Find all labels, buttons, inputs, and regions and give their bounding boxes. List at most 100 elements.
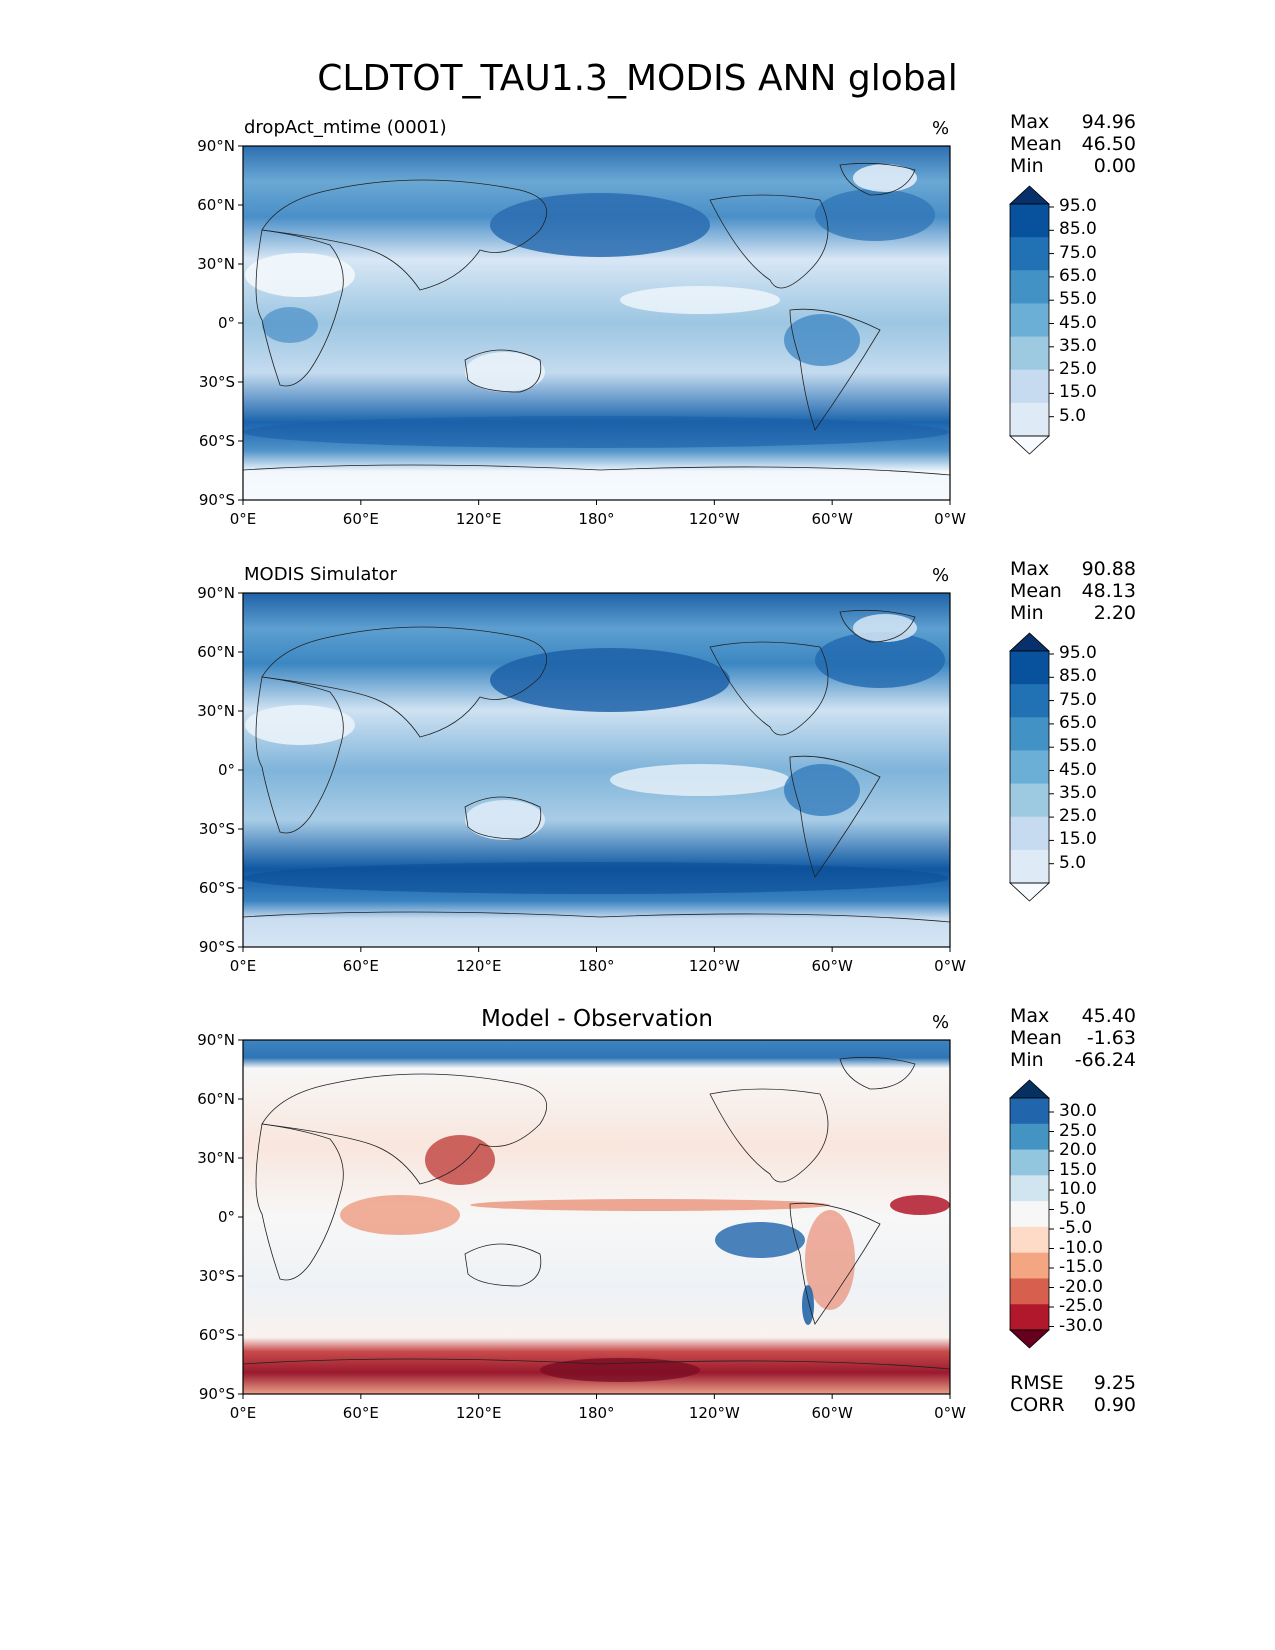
colorbar-extend-max — [1008, 185, 1051, 205]
panel-2-units: % — [932, 565, 950, 586]
lon-tick-label: 0°W — [934, 1404, 966, 1422]
lat-tick-label: 90°S — [198, 938, 235, 956]
colorbar-tick-label: 95.0 — [1059, 196, 1097, 216]
lon-tick-label: 120°W — [688, 1404, 740, 1422]
lat-tick-label: 90°N — [197, 1031, 235, 1049]
panel-2-stats: Max 90.88 Mean 48.13 Min 2.20 — [1010, 558, 1136, 624]
colorbar-tick-label: 10.0 — [1059, 1179, 1097, 1199]
colorbar-segment — [1010, 684, 1049, 718]
panel-3-title: Model - Observation — [480, 1006, 714, 1032]
colorbar-tick-label: 15.0 — [1059, 829, 1097, 850]
panel-3-antarctic-deficit — [540, 1358, 700, 1382]
colorbar-tick-label: 65.0 — [1059, 265, 1097, 286]
lon-tick-label: 120°E — [455, 957, 502, 975]
colorbar-tick-label: -25.0 — [1059, 1296, 1103, 1316]
stat-value-min: 2.20 — [1093, 602, 1136, 624]
stat-value-corr: 0.90 — [1093, 1394, 1136, 1416]
colorbar-tick-label: 25.0 — [1059, 806, 1097, 827]
panel-1-natlantic-high — [815, 189, 935, 241]
panel-2-southern-ocean — [243, 862, 949, 894]
colorbar-tick-label: 85.0 — [1059, 666, 1097, 687]
lon-tick-label: 180° — [578, 510, 615, 528]
lon-tick-label: 60°W — [811, 510, 853, 528]
panel-2-map — [242, 592, 951, 948]
panel-2-pacific-low — [610, 764, 790, 796]
lon-tick-label: 180° — [578, 1404, 615, 1422]
lon-tick-label: 60°W — [811, 1404, 853, 1422]
stat-value-mean: 46.50 — [1081, 133, 1136, 155]
panel-1-pacific-low — [620, 286, 780, 314]
panel-1-coastlines — [242, 162, 951, 476]
colorbar-segment — [1010, 816, 1049, 851]
lat-tick-label: 30°N — [197, 255, 235, 273]
lon-tick-label: 60°W — [811, 957, 853, 975]
stat-label-rmse: RMSE — [1010, 1372, 1064, 1394]
lon-tick-label: 60°E — [342, 1404, 379, 1422]
lat-tick-label: 30°N — [197, 1149, 235, 1167]
lon-tick-label: 0°W — [934, 510, 966, 528]
panel-2-natlantic-high — [815, 632, 945, 688]
colorbar-tick-label: 25.0 — [1059, 359, 1097, 380]
figure-title: CLDTOT_TAU1.3_MODIS ANN global — [317, 58, 958, 99]
panel-3-andes-deficit — [805, 1210, 855, 1310]
stat-value-min: 0.00 — [1093, 155, 1136, 177]
panel-2-sahara-low — [245, 705, 355, 745]
colorbar-tick-label: 45.0 — [1059, 759, 1097, 780]
stat-label-mean: Mean — [1010, 133, 1062, 155]
lon-tick-label: 0°E — [229, 957, 257, 975]
colorbar-tick-label: -5.0 — [1059, 1218, 1093, 1238]
colorbar-segment — [1010, 717, 1049, 751]
panel-2-npacific-high — [490, 648, 730, 712]
lon-tick-label: 0°E — [229, 510, 257, 528]
colorbar-segment — [1010, 1278, 1049, 1305]
colorbar-segment — [1010, 237, 1049, 271]
colorbar-segment — [1010, 750, 1049, 785]
colorbar-segment — [1010, 651, 1049, 685]
stat-label-max: Max — [1010, 1005, 1050, 1027]
colorbar-segment — [1010, 336, 1049, 371]
colorbar-tick-label: 25.0 — [1059, 1120, 1097, 1141]
colorbar-extend-max — [1008, 1079, 1051, 1099]
panel-2-amazon — [784, 764, 860, 816]
colorbar-segment — [1010, 204, 1049, 238]
lon-tick-label: 120°E — [455, 1404, 502, 1422]
panel-2-title: MODIS Simulator — [244, 564, 397, 585]
colorbar-tick-label: -30.0 — [1059, 1315, 1103, 1336]
stat-label-mean: Mean — [1010, 1027, 1062, 1049]
stat-value-mean: 48.13 — [1081, 580, 1136, 602]
lon-tick-label: 60°E — [342, 510, 379, 528]
lat-tick-label: 60°S — [198, 1326, 235, 1344]
panel-1-sahara-low — [245, 253, 355, 297]
stat-value-rmse: 9.25 — [1093, 1372, 1136, 1394]
lat-tick-label: 90°S — [198, 491, 235, 509]
lat-tick-label: 60°S — [198, 432, 235, 450]
panel-3-units: % — [932, 1012, 950, 1033]
colorbar-tick-label: 95.0 — [1059, 643, 1097, 663]
lat-tick-label: 0° — [217, 1208, 235, 1226]
panel-1-title: dropAct_mtime (0001) — [244, 117, 447, 138]
colorbar-segment — [1010, 1226, 1049, 1254]
stat-label-min: Min — [1010, 155, 1044, 177]
panel-1-greenland — [853, 164, 917, 192]
panel-3-error-stats: RMSE 9.25 CORR 0.90 — [1010, 1372, 1136, 1416]
colorbar-extend-min — [1008, 435, 1051, 455]
panel-2-greenland — [853, 614, 917, 642]
colorbar-tick-label: 5.0 — [1059, 405, 1087, 426]
panel-1-stats: Max 94.96 Mean 46.50 Min 0.00 — [1010, 111, 1136, 177]
panel-3-indian-deficit — [340, 1195, 460, 1235]
colorbar-tick-label: -10.0 — [1059, 1237, 1103, 1258]
colorbar-extend-max — [1008, 632, 1051, 652]
lon-tick-label: 120°W — [688, 957, 740, 975]
colorbar-tick-label: 5.0 — [1059, 852, 1087, 873]
colorbar-segment — [1010, 402, 1049, 437]
lat-tick-label: 30°S — [198, 820, 235, 838]
colorbar-segment — [1010, 1201, 1049, 1228]
lat-tick-label: 0° — [217, 761, 235, 779]
lon-tick-label: 0°E — [229, 1404, 257, 1422]
colorbar-segment — [1010, 369, 1049, 404]
lat-tick-label: 30°N — [197, 702, 235, 720]
lat-tick-label: 60°N — [197, 1090, 235, 1108]
stat-value-max: 90.88 — [1081, 558, 1136, 580]
colorbar-tick-label: 75.0 — [1059, 689, 1097, 710]
panel-3-stats: Max 45.40 Mean -1.63 Min -66.24 — [1010, 1005, 1136, 1071]
